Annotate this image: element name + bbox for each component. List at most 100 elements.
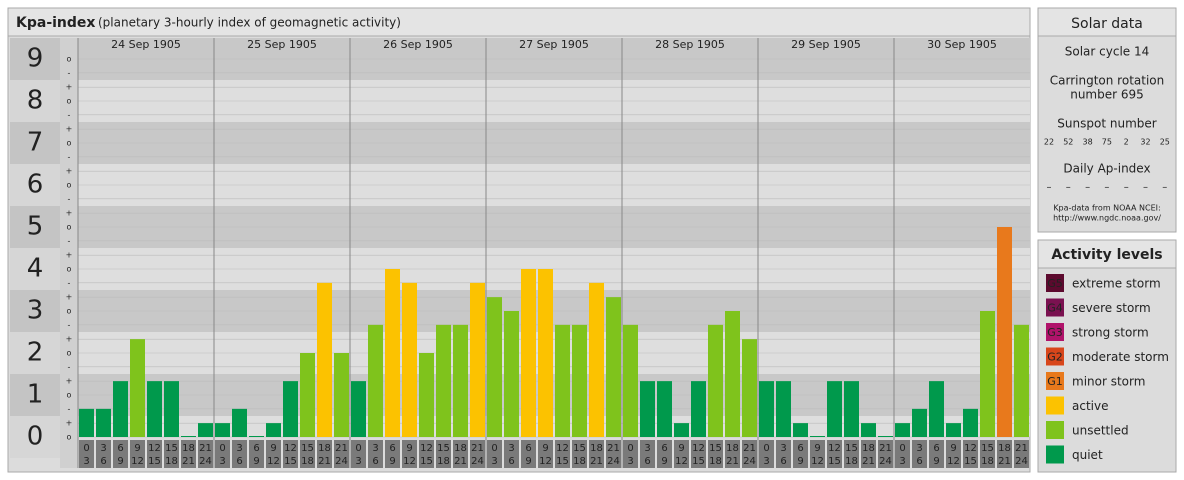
hour-to: 9: [117, 456, 123, 467]
hour-cell: [538, 440, 553, 468]
bar: [164, 381, 179, 437]
hour-to: 21: [182, 456, 195, 467]
hour-to: 9: [525, 456, 531, 467]
hour-cell: [810, 440, 825, 468]
bar: [555, 324, 570, 437]
hour-from: 15: [165, 443, 178, 454]
minor-tick-label: -: [68, 152, 71, 161]
level-code: G5: [1047, 277, 1063, 290]
bar: [504, 311, 519, 437]
hour-to: 12: [947, 456, 960, 467]
minor-tick-label: +: [66, 293, 73, 302]
bar: [79, 408, 94, 437]
hour-to: 24: [471, 456, 484, 467]
hour-to: 3: [763, 456, 769, 467]
minor-tick-label: +: [66, 419, 73, 428]
hour-to: 21: [726, 456, 739, 467]
hour-from: 3: [372, 443, 378, 454]
hour-from: 6: [933, 443, 939, 454]
bar: [742, 339, 757, 437]
hour-to: 3: [491, 456, 497, 467]
hour-to: 18: [165, 456, 178, 467]
sunspot-value: 38: [1083, 138, 1093, 147]
hour-from: 21: [471, 443, 484, 454]
hour-cell: [895, 440, 910, 468]
hour-cell: [929, 440, 944, 468]
bar: [198, 423, 213, 437]
hour-cell: [368, 440, 383, 468]
hour-to: 12: [267, 456, 280, 467]
y-tick-label: 9: [27, 44, 44, 74]
minor-tick-label: +: [66, 125, 73, 134]
hour-from: 18: [182, 443, 195, 454]
label-band: [10, 164, 60, 206]
ap-value: –: [1124, 182, 1129, 193]
bar: [453, 324, 468, 437]
minor-tick-label: o: [67, 223, 72, 232]
hour-to: 12: [811, 456, 824, 467]
bar: [674, 423, 689, 437]
minor-tick-label: o: [67, 97, 72, 106]
level-swatch: [1046, 298, 1064, 317]
level-swatch: [1046, 421, 1064, 439]
minor-tick-label: o: [67, 433, 72, 442]
ap-value: –: [1047, 182, 1052, 193]
hour-from: 3: [236, 443, 242, 454]
ap-value: –: [1085, 182, 1090, 193]
hour-from: 18: [726, 443, 739, 454]
bar: [861, 423, 876, 437]
hour-from: 3: [508, 443, 514, 454]
bar: [912, 408, 927, 437]
activity-header: [1037, 239, 1177, 269]
day-label: 29 Sep 1905: [791, 38, 861, 51]
solar-cycle: Solar cycle 14: [1065, 45, 1150, 59]
level-name: moderate storm: [1072, 350, 1169, 364]
day-label: 24 Sep 1905: [111, 38, 181, 51]
sunspot-value: 52: [1063, 138, 1073, 147]
bar: [878, 436, 893, 437]
bar: [419, 353, 434, 437]
hour-from: 6: [661, 443, 667, 454]
label-band: [10, 38, 60, 80]
hour-to: 24: [199, 456, 212, 467]
hour-cell: [606, 440, 621, 468]
bar: [334, 353, 349, 437]
hour-to: 6: [100, 456, 106, 467]
hour-cell: [980, 440, 995, 468]
hour-cell: [402, 440, 417, 468]
hour-to: 9: [933, 456, 939, 467]
hour-cell: [96, 440, 111, 468]
hour-from: 15: [573, 443, 586, 454]
hour-from: 18: [318, 443, 331, 454]
minor-tick-label: +: [66, 335, 73, 344]
hour-to: 18: [437, 456, 450, 467]
hour-from: 3: [100, 443, 106, 454]
hour-cell: [79, 440, 94, 468]
hour-cell: [827, 440, 842, 468]
hour-cell: [198, 440, 213, 468]
hour-to: 21: [998, 456, 1011, 467]
hour-to: 21: [318, 456, 331, 467]
bar: [538, 269, 553, 437]
hour-from: 0: [83, 443, 89, 454]
label-band: [10, 290, 60, 332]
hour-from: 12: [284, 443, 297, 454]
hour-to: 15: [284, 456, 297, 467]
hour-from: 15: [709, 443, 722, 454]
hour-to: 3: [83, 456, 89, 467]
chart-subtitle: (planetary 3-hourly index of geomagnetic…: [98, 16, 401, 30]
hour-from: 3: [644, 443, 650, 454]
bar: [589, 282, 604, 437]
hour-to: 6: [916, 456, 922, 467]
hour-cell: [113, 440, 128, 468]
minor-tick-label: o: [67, 349, 72, 358]
hour-cell: [215, 440, 230, 468]
hour-to: 21: [862, 456, 875, 467]
hour-to: 15: [148, 456, 161, 467]
bar: [810, 436, 825, 437]
y-tick-label: 6: [27, 170, 44, 200]
hour-to: 15: [828, 456, 841, 467]
hour-to: 3: [219, 456, 225, 467]
bar: [215, 423, 230, 437]
